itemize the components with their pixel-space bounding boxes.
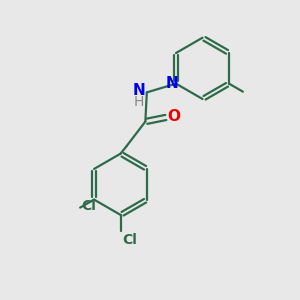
Text: N: N (132, 82, 145, 98)
Text: O: O (167, 109, 180, 124)
Text: Cl: Cl (122, 233, 137, 247)
Text: N: N (165, 76, 178, 91)
Text: H: H (134, 95, 144, 109)
Text: Cl: Cl (82, 199, 97, 213)
